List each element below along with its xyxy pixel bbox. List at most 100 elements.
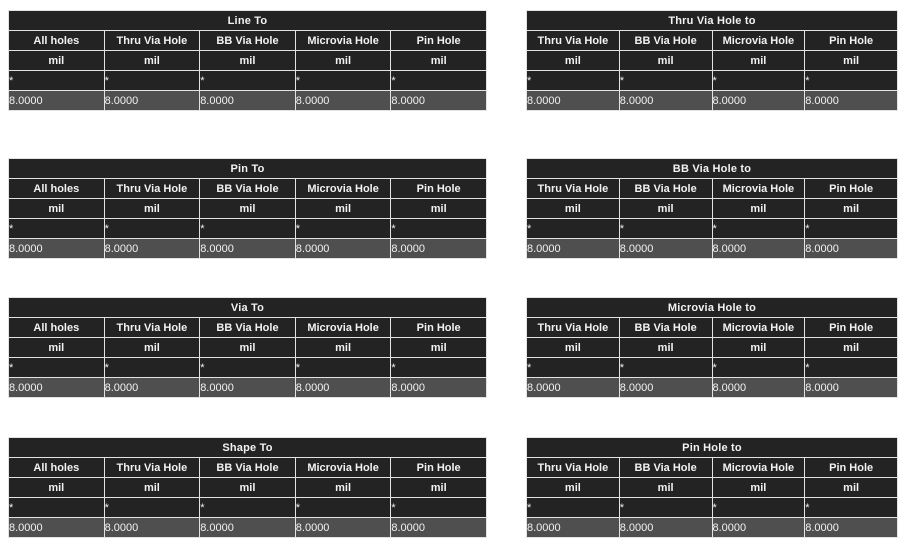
marker-cell: * [8,218,105,239]
column-header: Microvia Hole [711,317,806,338]
unit-cell: mil [199,337,296,358]
marker-cell: * [804,218,898,239]
marker-cell: * [618,70,713,91]
marker-cell: * [8,357,105,378]
value-cell[interactable]: 8.0000 [526,517,620,538]
column-header: Thru Via Hole [103,457,201,478]
unit-cell: mil [711,477,806,498]
marker-cell: * [526,70,620,91]
value-cell[interactable]: 8.0000 [618,517,713,538]
table-title: BB Via Hole to [526,158,898,179]
marker-cell: * [804,497,898,518]
value-cell[interactable]: 8.0000 [199,238,296,259]
unit-cell: mil [8,198,105,219]
marker-cell: * [294,497,392,518]
value-cell[interactable]: 8.0000 [294,90,392,111]
column-header: All holes [8,317,105,338]
value-cell[interactable]: 8.0000 [103,238,201,259]
value-cell[interactable]: 8.0000 [390,238,487,259]
marker-cell: * [8,497,105,518]
marker-cell: * [711,218,806,239]
value-cell[interactable]: 8.0000 [8,517,105,538]
value-cell[interactable]: 8.0000 [618,90,713,111]
marker-cell: * [8,70,105,91]
column-header: All holes [8,30,105,51]
marker-cell: * [711,357,806,378]
unit-cell: mil [8,477,105,498]
unit-cell: mil [804,337,898,358]
marker-cell: * [526,357,620,378]
column-header: Microvia Hole [294,30,392,51]
value-cell[interactable]: 8.0000 [711,238,806,259]
constraint-table-pin-hole-to: Pin Hole to Thru Via Hole BB Via Hole Micro… [526,437,898,538]
column-header: Pin Hole [804,178,898,199]
value-cell[interactable]: 8.0000 [526,377,620,398]
marker-cell: * [199,218,296,239]
value-cell[interactable]: 8.0000 [804,517,898,538]
value-cell[interactable]: 8.0000 [199,517,296,538]
marker-cell: * [294,357,392,378]
value-cell[interactable]: 8.0000 [294,517,392,538]
value-cell[interactable]: 8.0000 [390,517,487,538]
value-cell[interactable]: 8.0000 [294,377,392,398]
value-cell[interactable]: 8.0000 [526,90,620,111]
value-cell[interactable]: 8.0000 [103,517,201,538]
marker-cell: * [103,70,201,91]
table-title: Shape To [8,437,487,458]
value-cell[interactable]: 8.0000 [8,238,105,259]
value-cell[interactable]: 8.0000 [8,377,105,398]
marker-cell: * [199,357,296,378]
marker-cell: * [804,70,898,91]
value-cell[interactable]: 8.0000 [199,377,296,398]
marker-cell: * [711,70,806,91]
unit-cell: mil [526,477,620,498]
unit-cell: mil [8,50,105,71]
unit-cell: mil [294,198,392,219]
value-cell[interactable]: 8.0000 [618,377,713,398]
marker-cell: * [711,497,806,518]
column-header: BB Via Hole [199,30,296,51]
column-header: All holes [8,178,105,199]
value-cell[interactable]: 8.0000 [103,90,201,111]
marker-cell: * [294,218,392,239]
unit-cell: mil [390,337,487,358]
value-cell[interactable]: 8.0000 [618,238,713,259]
value-cell[interactable]: 8.0000 [804,90,898,111]
value-cell[interactable]: 8.0000 [390,377,487,398]
unit-cell: mil [199,50,296,71]
unit-cell: mil [804,50,898,71]
value-cell[interactable]: 8.0000 [390,90,487,111]
column-header: BB Via Hole [199,457,296,478]
marker-cell: * [103,357,201,378]
value-cell[interactable]: 8.0000 [804,377,898,398]
value-cell[interactable]: 8.0000 [804,238,898,259]
value-cell[interactable]: 8.0000 [294,238,392,259]
column-header: Pin Hole [804,317,898,338]
column-header: Thru Via Hole [103,317,201,338]
marker-cell: * [390,357,487,378]
table-title: Thru Via Hole to [526,10,898,31]
table-title: Via To [8,297,487,318]
column-header: Thru Via Hole [526,178,620,199]
column-header: BB Via Hole [199,317,296,338]
value-cell[interactable]: 8.0000 [8,90,105,111]
value-cell[interactable]: 8.0000 [199,90,296,111]
value-cell[interactable]: 8.0000 [526,238,620,259]
marker-cell: * [294,70,392,91]
marker-cell: * [199,70,296,91]
column-header: BB Via Hole [618,317,713,338]
value-cell[interactable]: 8.0000 [711,517,806,538]
value-cell[interactable]: 8.0000 [711,90,806,111]
column-header: Microvia Hole [711,457,806,478]
column-header: Microvia Hole [711,30,806,51]
marker-cell: * [618,357,713,378]
column-header: Thru Via Hole [526,317,620,338]
unit-cell: mil [390,198,487,219]
value-cell[interactable]: 8.0000 [711,377,806,398]
unit-cell: mil [526,50,620,71]
value-cell[interactable]: 8.0000 [103,377,201,398]
unit-cell: mil [103,477,201,498]
column-header: BB Via Hole [618,178,713,199]
unit-cell: mil [804,477,898,498]
